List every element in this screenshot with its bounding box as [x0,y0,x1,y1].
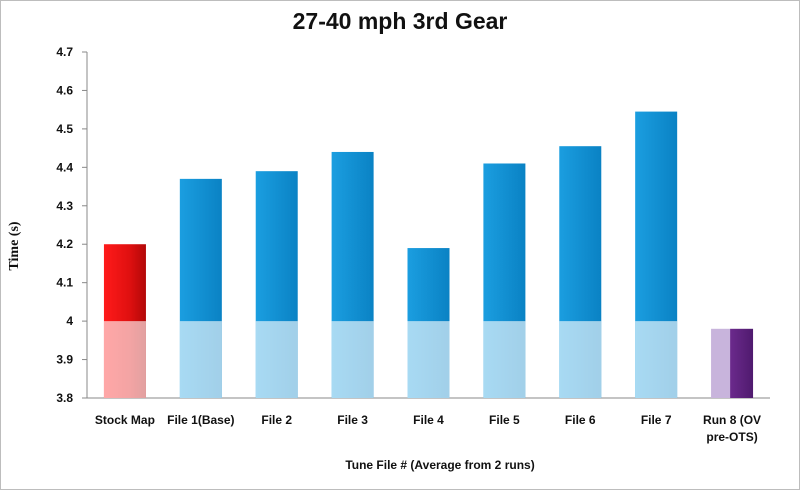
chart-title: 27-40 mph 3rd Gear [292,8,508,34]
x-tick-label: File 6 [565,413,596,427]
y-tick-label: 4.6 [56,83,73,97]
bar-lower-wash [635,321,678,398]
bar-lower-wash [559,321,602,398]
bar-lower-wash [103,321,146,398]
y-tick-label: 4.2 [56,237,73,251]
x-categories: Stock Map File 1(Base) File 2 File 3 File 4 F… [95,413,761,444]
y-tick-label: 3.9 [56,353,73,367]
y-tick-label: 3.8 [56,391,73,405]
y-ticks: 3.8 3.9 4 4.1 4.2 4.3 4.4 4.5 4.6 4.7 [56,45,87,405]
bar-lower-wash [255,321,298,398]
bars [103,111,754,398]
y-tick-label: 4.4 [56,160,73,174]
x-tick-label: File 2 [261,413,292,427]
bar-lower-wash [483,321,526,398]
bar-lower-wash [179,321,222,398]
x-tick-label: File 1(Base) [167,413,234,427]
x-tick-label: File 5 [489,413,520,427]
x-tick-label: File 4 [413,413,444,427]
y-tick-label: 4.7 [56,45,73,59]
x-tick-label: Stock Map [95,413,155,427]
y-tick-label: 4.3 [56,199,73,213]
y-tick-label: 4 [66,314,73,328]
bar-lower-wash [407,321,450,398]
y-tick-label: 4.1 [56,276,73,290]
x-tick-label: Run 8 (OV [703,413,761,427]
x-tick-label: File 3 [337,413,368,427]
bar [711,328,754,398]
y-tick-label: 4.5 [56,122,73,136]
x-axis-label: Tune File # (Average from 2 runs) [345,458,535,472]
x-tick-label: pre-OTS) [706,430,757,444]
bar-lower-wash [331,321,374,398]
x-tick-label: File 7 [641,413,672,427]
